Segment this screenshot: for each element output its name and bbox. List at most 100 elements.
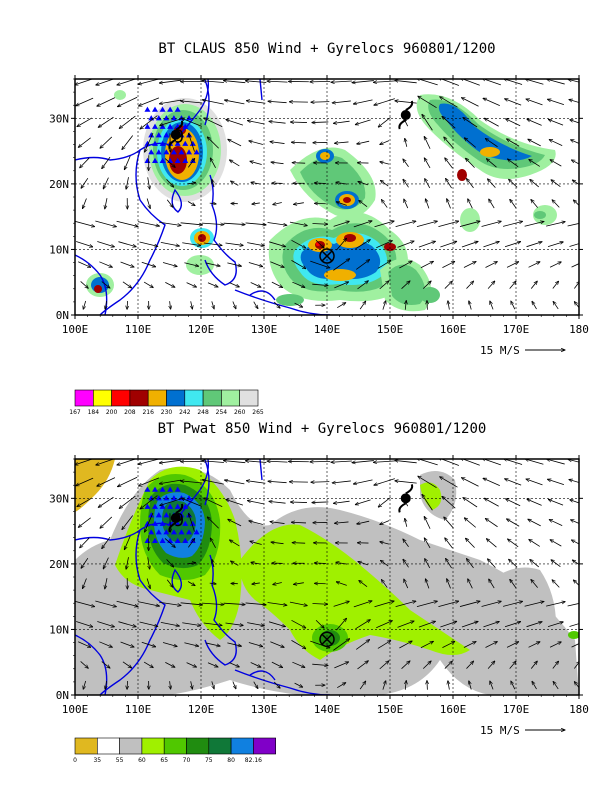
track-triangle [163,495,170,501]
x-tick-label: 150E [377,323,404,336]
wind-vector [529,539,540,547]
track-triangle [163,529,170,535]
track-triangle [144,503,151,509]
wind-vector [312,502,329,503]
wind-vector [424,538,431,549]
wind-vector [549,642,561,648]
wind-vector [459,221,480,227]
wind-vector [127,300,128,309]
wind-vector [552,580,560,588]
wind-vector [567,603,579,607]
pwat-grid [75,459,579,695]
wind-vector [549,140,563,146]
wind-vector [160,498,181,505]
wind-vector [547,622,563,627]
wind-vector [380,180,389,187]
wind-vector [395,601,416,607]
wind-vector [486,159,497,168]
wind-vector [143,661,153,668]
wind-vector [159,479,182,484]
wind-vector [332,480,351,483]
y-tick-label: 20N [49,558,69,571]
wind-vector [552,200,560,208]
wind-vector [247,242,264,246]
wind-vector [141,641,156,647]
wind-vector [76,621,93,627]
y-tick-label: 0N [56,309,69,322]
wind-vector [294,302,303,307]
wind-vector [401,661,410,670]
wind-vector [249,141,263,145]
wind-vector [252,203,260,204]
wind-vector [205,262,220,266]
track-triangle [174,140,181,146]
wind-vector [268,241,285,247]
wind-vector [481,221,502,227]
colorbar-label: 82.16 [245,757,262,764]
colorbar-swatch [111,389,131,407]
wind-vector [312,122,329,123]
wind-vector [226,499,244,506]
wind-vector [333,221,350,227]
wind-vector [166,199,173,208]
colorbar-label: 208 [124,409,136,416]
colorbar-label: 242 [179,409,191,416]
wind-vector [229,540,240,547]
wind-vector [267,81,288,82]
wind-vector [569,100,579,103]
wind-vector [292,661,305,667]
track-triangle [144,486,151,492]
track-triangle [182,140,189,146]
wind-vector [359,200,368,208]
wind-vector [117,476,138,486]
wind-vector [253,301,258,309]
wind-vector [442,116,456,129]
track-triangle [148,529,155,535]
wind-vector [446,558,452,569]
wind-vector [273,583,282,585]
wind-vector [403,559,409,568]
track-triangle [152,123,159,129]
x-tick-label: 160E [440,323,467,336]
wind-vector [425,559,431,569]
track-triangle [155,529,162,535]
typhoon-symbol-icon [398,483,414,513]
wind-vector [80,661,89,668]
track-triangle [178,529,185,535]
wind-vector [207,282,218,287]
wind-vector [334,282,348,289]
colorbar-swatch [208,737,232,755]
y-tick-label: 10N [49,243,69,256]
pwat-vector-reference: 15 M/S [480,724,565,737]
wind-vector [140,495,158,510]
wind-vector [232,681,236,689]
wind-vector [83,680,87,689]
wind-vector [212,301,214,309]
wind-vector [550,160,562,167]
wind-vector [162,642,177,647]
wind-vector [126,177,129,189]
x-tick-label: 110E [125,703,152,716]
colorbar-label: 265 [252,409,264,416]
wind-vector [483,98,500,106]
wind-vector [445,158,453,169]
colorbar-swatch [141,737,165,755]
wind-vector [485,138,498,148]
wind-vector [395,460,417,464]
wind-vector [352,80,374,83]
wind-vector [119,115,136,128]
wind-vector [489,579,495,589]
wind-vector [267,222,287,225]
wind-vector [138,477,160,486]
wind-vector [181,118,202,127]
wind-vector [374,601,395,608]
wind-vector [489,199,495,209]
wind-vector [440,477,458,488]
wind-vector [160,621,180,626]
y-tick-label: 30N [49,112,69,125]
x-tick-label: 100E [62,323,89,336]
wind-vector [223,461,246,464]
wind-vector [422,114,433,131]
colorbar-label: 167 [69,409,81,416]
